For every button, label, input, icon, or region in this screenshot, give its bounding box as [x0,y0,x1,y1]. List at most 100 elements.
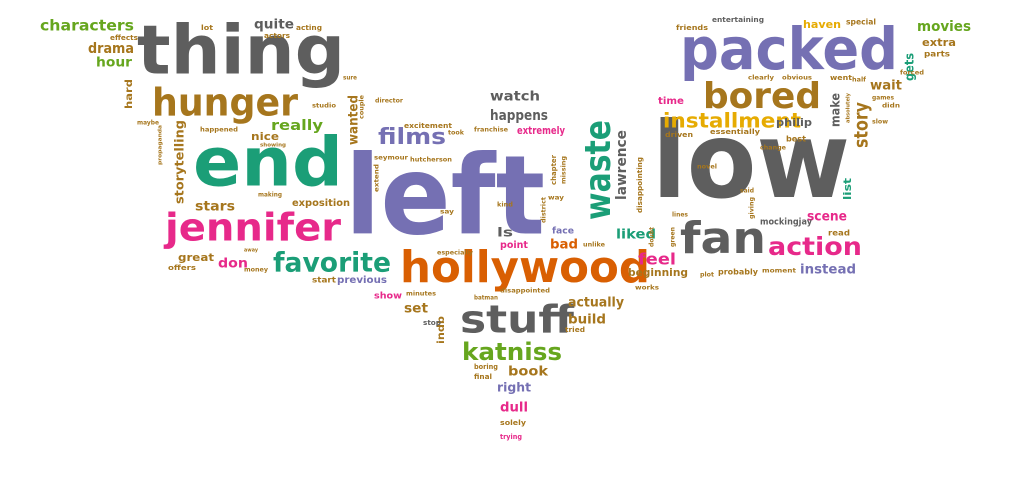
word-driven: driven [665,131,693,139]
word-especially: especially [437,250,473,257]
word-chapter: chapter [550,154,558,185]
word-storytelling: storytelling [173,120,187,204]
word-moment: moment [762,268,796,275]
word-hour: hour [96,56,133,71]
word-entertaining: entertaining [712,16,764,24]
word-packed: packed [680,15,898,83]
word-said: said [740,188,754,195]
word-studio: studio [312,103,336,110]
word-films: films [378,125,446,150]
word-games: games [872,95,894,102]
word-kind: kind [497,202,513,209]
word-missing: missing [561,156,568,184]
word-movies: movies [917,19,971,35]
word-favorite: favorite [273,248,391,279]
word-show: show [374,292,402,302]
word-franchise: franchise [474,127,508,134]
word-hard: hard [124,79,135,109]
word-away: away [244,248,259,254]
word-extra: extra [922,36,956,49]
word-beginning: beginning [628,266,688,279]
word-stars: stars [195,200,235,215]
word-don: don [218,257,248,272]
word-making: making [258,192,282,199]
word-scene: scene [807,210,847,225]
word-actually: actually [568,296,625,311]
word-friends: friends [676,24,708,32]
word-end: end [193,124,343,203]
word-didn: didn [882,103,900,110]
word-offers: offers [168,264,196,272]
word-indb: indb [436,316,447,344]
word-liked: liked [616,228,656,243]
word-disappointing: disappointing [636,157,644,213]
word-waste: waste [578,120,619,220]
word-ls: ls [497,226,513,240]
word-parts: parts [924,50,950,59]
word-effects: effects [110,34,138,42]
word-final: final [474,373,492,381]
word-sure: sure [343,75,357,82]
word-stop: stop [423,319,441,327]
word-exposition: exposition [292,198,350,209]
word-happened: happened [200,127,238,134]
word-obvious: obvious [782,75,812,82]
word-plot: plot [700,272,714,279]
word-extend: extend [374,164,381,192]
word-mockingjay: mockingjay [760,218,812,228]
word-quite: quite [254,18,294,33]
word-set: set [404,302,428,317]
word-fan: fan [680,213,766,264]
word-boring: boring [474,363,498,371]
word-action: action [768,232,862,261]
word-nice: nice [251,130,279,143]
word-make: make [829,93,843,127]
word-hunger: hunger [152,81,298,125]
word-bored: bored [703,76,821,117]
word-really: really [271,118,323,134]
word-extremely: extremely [517,124,565,137]
word-katniss: katniss [462,338,562,366]
word-bad: bad [550,238,578,253]
word-book: book [508,365,548,380]
word-disappointed: disappointed [500,288,550,295]
word-batman: batman [474,295,498,302]
word-right: right [497,381,531,395]
word-philip: philip [776,116,812,129]
word-went: went [830,74,853,82]
word-wait: wait [870,79,902,94]
word-maybe: maybe [137,120,159,127]
word-giving: giving [749,197,756,219]
word-acting: acting [296,24,322,32]
word-unlike: unlike [583,242,605,249]
word-great: great [178,251,214,264]
word-clearly: clearly [748,75,774,82]
word-face: face [552,227,574,237]
word-characters: characters [40,17,134,35]
word-story: story [851,101,873,148]
word-district: district [541,197,548,223]
word-took: took [448,130,465,137]
word-low: low [652,100,850,222]
word-best: best [786,135,806,144]
word-watch: watch [490,90,540,105]
word-money: money [244,267,268,274]
word-read: read [828,229,850,238]
word-showing: showing [260,143,286,149]
word-feel: feel [638,250,676,269]
word-stuff: stuff [460,298,575,342]
word-haven: haven [803,18,841,31]
word-thing: thing [137,12,345,91]
word-propaganda: propaganda [158,125,164,165]
word-dull: dull [500,401,528,416]
word-minutes: minutes [406,291,436,298]
word-previous: previous [337,275,387,286]
word-say: say [440,209,454,216]
word-jennifer: jennifer [163,206,341,250]
word-left: left [345,131,545,259]
word-actors: actors [264,32,290,40]
word-essentially: essentially [710,128,760,136]
word-tried: tried [565,326,585,334]
